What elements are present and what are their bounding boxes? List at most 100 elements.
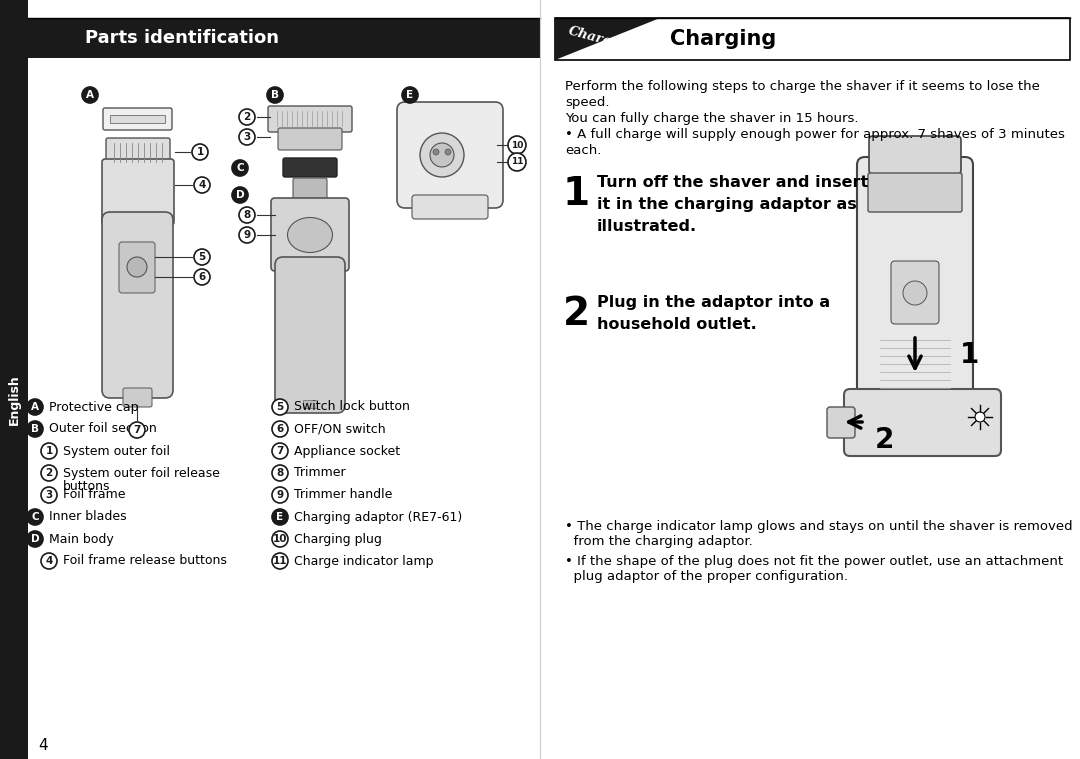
Text: 7: 7 xyxy=(276,446,284,456)
Polygon shape xyxy=(555,18,660,60)
FancyBboxPatch shape xyxy=(891,261,939,324)
Text: Perform the following steps to charge the shaver if it seems to lose the: Perform the following steps to charge th… xyxy=(565,80,1040,93)
Circle shape xyxy=(508,136,526,154)
FancyBboxPatch shape xyxy=(106,138,170,167)
FancyBboxPatch shape xyxy=(275,257,345,413)
Text: Charging plug: Charging plug xyxy=(294,533,382,546)
Text: 9: 9 xyxy=(243,230,251,240)
Text: Charging: Charging xyxy=(670,29,777,49)
Text: C: C xyxy=(237,163,244,173)
Circle shape xyxy=(41,487,57,503)
Text: 11: 11 xyxy=(273,556,287,566)
FancyBboxPatch shape xyxy=(411,195,488,219)
Text: 1: 1 xyxy=(960,341,980,369)
FancyBboxPatch shape xyxy=(102,212,173,398)
Text: 4: 4 xyxy=(45,556,53,566)
Text: You can fully charge the shaver in 15 hours.: You can fully charge the shaver in 15 ho… xyxy=(565,112,859,125)
Circle shape xyxy=(41,465,57,481)
Circle shape xyxy=(27,421,43,437)
Circle shape xyxy=(41,553,57,569)
Circle shape xyxy=(194,249,210,265)
Text: • The charge indicator lamp glows and stays on until the shaver is removed: • The charge indicator lamp glows and st… xyxy=(565,520,1072,533)
Bar xyxy=(0,0,28,759)
Text: OFF/ON switch: OFF/ON switch xyxy=(294,423,386,436)
FancyBboxPatch shape xyxy=(103,108,172,130)
Text: 4: 4 xyxy=(38,738,48,752)
FancyBboxPatch shape xyxy=(283,158,337,177)
FancyBboxPatch shape xyxy=(102,159,174,225)
Text: 2: 2 xyxy=(243,112,251,122)
Ellipse shape xyxy=(287,218,333,253)
Circle shape xyxy=(272,553,288,569)
Text: Main body: Main body xyxy=(49,533,113,546)
Text: Foil frame: Foil frame xyxy=(63,489,125,502)
Circle shape xyxy=(239,207,255,223)
FancyBboxPatch shape xyxy=(271,198,349,271)
Circle shape xyxy=(272,399,288,415)
Circle shape xyxy=(420,133,464,177)
Circle shape xyxy=(272,443,288,459)
Text: 3: 3 xyxy=(243,132,251,142)
Text: each.: each. xyxy=(565,144,602,157)
Text: 6: 6 xyxy=(199,272,205,282)
Text: System outer foil release: System outer foil release xyxy=(63,467,220,480)
Text: plug adaptor of the proper configuration.: plug adaptor of the proper configuration… xyxy=(565,570,848,583)
Circle shape xyxy=(239,227,255,243)
Text: 9: 9 xyxy=(276,490,284,500)
Bar xyxy=(303,400,318,408)
Circle shape xyxy=(192,144,208,160)
Circle shape xyxy=(903,281,927,305)
Circle shape xyxy=(239,129,255,145)
FancyBboxPatch shape xyxy=(278,128,342,150)
Text: English: English xyxy=(8,375,21,425)
Text: 6: 6 xyxy=(276,424,284,434)
Text: E: E xyxy=(276,512,284,522)
Circle shape xyxy=(430,143,454,167)
Circle shape xyxy=(127,257,147,277)
Text: Trimmer: Trimmer xyxy=(294,467,346,480)
Text: Outer foil section: Outer foil section xyxy=(49,423,157,436)
Text: speed.: speed. xyxy=(565,96,609,109)
FancyBboxPatch shape xyxy=(397,102,503,208)
Circle shape xyxy=(267,87,283,103)
Text: Foil frame release buttons: Foil frame release buttons xyxy=(63,555,227,568)
Text: 5: 5 xyxy=(199,252,205,262)
FancyBboxPatch shape xyxy=(293,178,327,204)
FancyBboxPatch shape xyxy=(268,106,352,132)
Circle shape xyxy=(239,109,255,125)
Text: 11: 11 xyxy=(511,158,523,166)
Text: 8: 8 xyxy=(243,210,251,220)
Text: System outer foil: System outer foil xyxy=(63,445,170,458)
Text: • If the shape of the plug does not fit the power outlet, use an attachment: • If the shape of the plug does not fit … xyxy=(565,555,1063,568)
Text: 4: 4 xyxy=(199,180,205,190)
Circle shape xyxy=(272,531,288,547)
FancyBboxPatch shape xyxy=(119,242,156,293)
Circle shape xyxy=(433,149,438,155)
Text: C: C xyxy=(31,512,39,522)
Text: 1: 1 xyxy=(45,446,53,456)
FancyBboxPatch shape xyxy=(858,157,973,413)
Text: 3: 3 xyxy=(45,490,53,500)
FancyBboxPatch shape xyxy=(843,389,1001,456)
Text: from the charging adaptor.: from the charging adaptor. xyxy=(565,535,753,548)
Text: Charge: Charge xyxy=(567,25,622,51)
Circle shape xyxy=(232,187,248,203)
Circle shape xyxy=(272,487,288,503)
Text: Switch lock button: Switch lock button xyxy=(294,401,410,414)
Text: Inner blades: Inner blades xyxy=(49,511,126,524)
Text: B: B xyxy=(271,90,279,100)
Circle shape xyxy=(975,412,985,422)
Text: 2: 2 xyxy=(563,295,590,333)
Text: 2: 2 xyxy=(875,426,894,454)
Text: Parts identification: Parts identification xyxy=(85,29,279,47)
Circle shape xyxy=(272,465,288,481)
Text: Protective cap: Protective cap xyxy=(49,401,138,414)
Text: 1: 1 xyxy=(563,175,590,213)
FancyBboxPatch shape xyxy=(868,173,962,212)
Circle shape xyxy=(82,87,98,103)
Circle shape xyxy=(194,177,210,193)
Text: 2: 2 xyxy=(45,468,53,478)
Text: 7: 7 xyxy=(133,425,140,435)
Text: 1: 1 xyxy=(197,147,204,157)
FancyBboxPatch shape xyxy=(869,136,961,174)
